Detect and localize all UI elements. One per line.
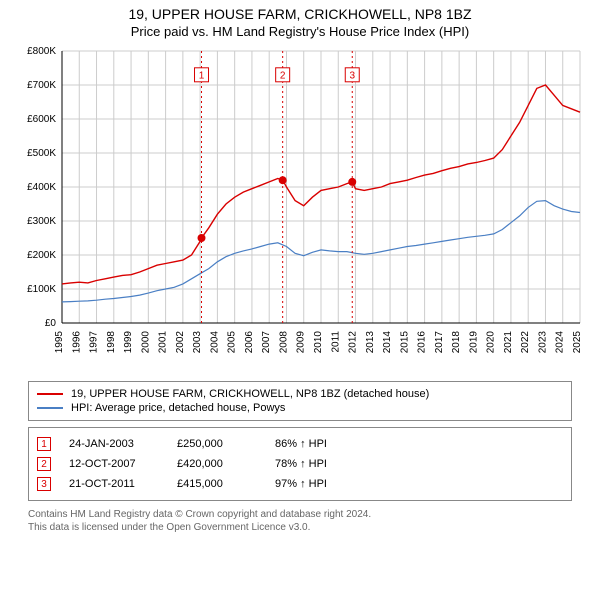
- sale-event-row: 1 24-JAN-2003 £250,000 86% ↑ HPI: [37, 434, 563, 454]
- sale-event-row: 2 12-OCT-2007 £420,000 78% ↑ HPI: [37, 454, 563, 474]
- svg-text:2006: 2006: [244, 331, 255, 354]
- sale-event-row: 3 21-OCT-2011 £415,000 97% ↑ HPI: [37, 474, 563, 494]
- svg-text:1995: 1995: [54, 331, 65, 354]
- svg-text:2013: 2013: [365, 331, 376, 354]
- svg-text:1996: 1996: [71, 331, 82, 354]
- sale-event-price: £415,000: [177, 478, 257, 490]
- sale-event-marker: 2: [37, 457, 51, 471]
- svg-text:2025: 2025: [572, 331, 583, 354]
- title-line1: 19, UPPER HOUSE FARM, CRICKHOWELL, NP8 1…: [10, 6, 590, 22]
- svg-text:2012: 2012: [348, 331, 359, 354]
- sale-event-pct: 97% ↑ HPI: [275, 478, 365, 490]
- svg-text:2011: 2011: [330, 331, 341, 353]
- svg-text:£700K: £700K: [27, 80, 56, 91]
- svg-text:2001: 2001: [158, 331, 169, 354]
- chart-svg: £0 £100K £200K £300K £400K £500K £600K £700K £80…: [10, 45, 590, 375]
- svg-text:£0: £0: [45, 318, 57, 329]
- chart-container: 19, UPPER HOUSE FARM, CRICKHOWELL, NP8 1…: [0, 0, 600, 534]
- legend-swatch: [37, 407, 63, 409]
- chart-titles: 19, UPPER HOUSE FARM, CRICKHOWELL, NP8 1…: [0, 0, 600, 41]
- svg-text:1998: 1998: [106, 331, 117, 354]
- svg-text:2010: 2010: [313, 331, 324, 354]
- footer-attribution: Contains HM Land Registry data © Crown c…: [28, 509, 572, 534]
- svg-text:2017: 2017: [434, 331, 445, 354]
- plot-area: £0 £100K £200K £300K £400K £500K £600K £700K £80…: [10, 45, 590, 375]
- svg-text:2008: 2008: [278, 331, 289, 354]
- sale-event-price: £420,000: [177, 458, 257, 470]
- svg-text:3: 3: [349, 70, 355, 81]
- legend-label: HPI: Average price, detached house, Powy…: [71, 402, 285, 414]
- sale-event-date: 12-OCT-2007: [69, 458, 159, 470]
- sale-event-price: £250,000: [177, 438, 257, 450]
- footer-line2: This data is licensed under the Open Gov…: [28, 522, 572, 535]
- legend-swatch: [37, 393, 63, 395]
- svg-text:1: 1: [199, 70, 205, 81]
- svg-text:£400K: £400K: [27, 182, 56, 193]
- svg-text:2015: 2015: [399, 331, 410, 354]
- svg-text:£300K: £300K: [27, 216, 56, 227]
- svg-text:1999: 1999: [123, 331, 134, 354]
- footer-line1: Contains HM Land Registry data © Crown c…: [28, 509, 572, 522]
- svg-text:£800K: £800K: [27, 46, 56, 57]
- legend-item: HPI: Average price, detached house, Powy…: [37, 401, 563, 415]
- svg-text:£200K: £200K: [27, 250, 56, 261]
- legend-item: 19, UPPER HOUSE FARM, CRICKHOWELL, NP8 1…: [37, 387, 563, 401]
- svg-text:2: 2: [280, 70, 286, 81]
- sale-events-table: 1 24-JAN-2003 £250,000 86% ↑ HPI 2 12-OCT-200…: [28, 427, 572, 501]
- svg-text:2023: 2023: [537, 331, 548, 354]
- svg-text:2020: 2020: [486, 331, 497, 354]
- svg-text:2014: 2014: [382, 331, 393, 354]
- svg-text:2000: 2000: [140, 331, 151, 354]
- svg-text:2002: 2002: [175, 331, 186, 354]
- svg-text:£500K: £500K: [27, 148, 56, 159]
- svg-text:2004: 2004: [209, 331, 220, 354]
- svg-text:2024: 2024: [555, 331, 566, 354]
- legend-label: 19, UPPER HOUSE FARM, CRICKHOWELL, NP8 1…: [71, 388, 429, 400]
- svg-text:£100K: £100K: [27, 284, 56, 295]
- svg-text:1997: 1997: [89, 331, 100, 354]
- svg-text:2016: 2016: [417, 331, 428, 354]
- sale-event-marker: 3: [37, 477, 51, 491]
- svg-text:2005: 2005: [227, 331, 238, 354]
- svg-text:2007: 2007: [261, 331, 272, 354]
- svg-text:£600K: £600K: [27, 114, 56, 125]
- svg-text:2009: 2009: [296, 331, 307, 354]
- legend: 19, UPPER HOUSE FARM, CRICKHOWELL, NP8 1…: [28, 381, 572, 421]
- svg-text:2019: 2019: [468, 331, 479, 354]
- svg-text:2018: 2018: [451, 331, 462, 354]
- svg-text:2021: 2021: [503, 331, 514, 354]
- sale-event-pct: 78% ↑ HPI: [275, 458, 365, 470]
- sale-event-marker: 1: [37, 437, 51, 451]
- sale-event-date: 24-JAN-2003: [69, 438, 159, 450]
- sale-event-date: 21-OCT-2011: [69, 478, 159, 490]
- sale-event-pct: 86% ↑ HPI: [275, 438, 365, 450]
- title-line2: Price paid vs. HM Land Registry's House …: [10, 24, 590, 39]
- svg-text:2003: 2003: [192, 331, 203, 354]
- svg-text:2022: 2022: [520, 331, 531, 354]
